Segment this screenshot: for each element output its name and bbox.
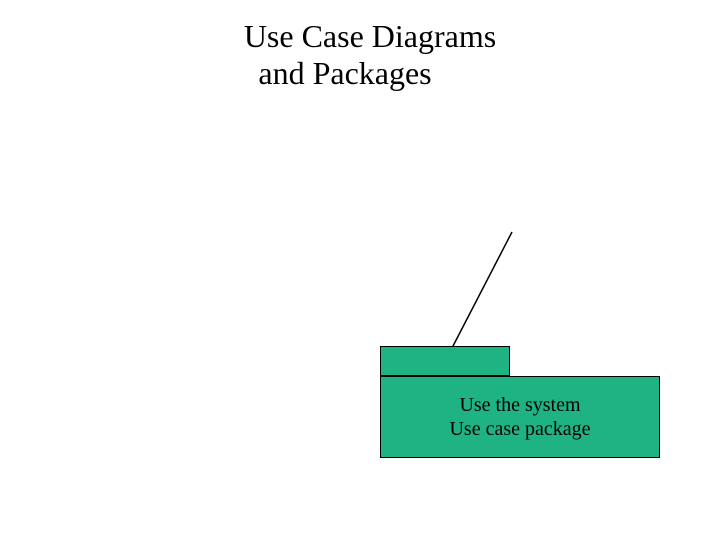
title-line-2: and Packages xyxy=(0,55,720,92)
page-title: Use Case Diagrams and Packages xyxy=(0,18,720,92)
package-label-line-2: Use case package xyxy=(449,417,590,441)
title-line-1: Use Case Diagrams xyxy=(0,18,720,55)
package-tab xyxy=(380,346,510,376)
package-body: Use the system Use case package xyxy=(380,376,660,458)
package-label-line-1: Use the system xyxy=(459,393,580,417)
connector-segment xyxy=(452,232,512,348)
